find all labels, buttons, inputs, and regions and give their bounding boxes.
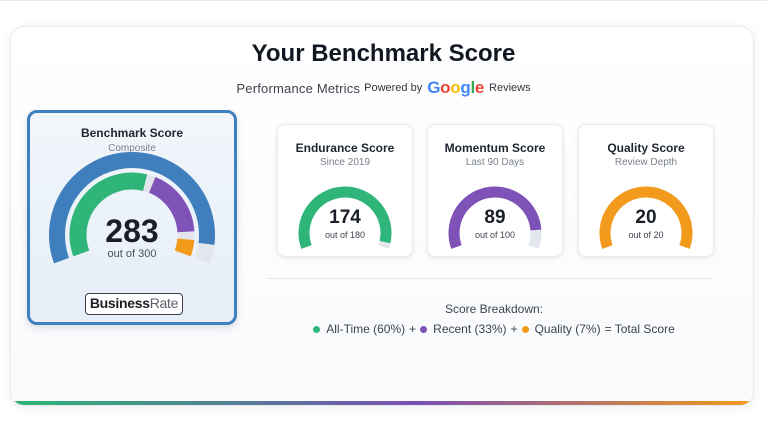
businessrate-logo: BusinessRate [85, 293, 183, 315]
google-letter: e [474, 78, 485, 97]
segment-recent [148, 177, 195, 233]
card-sublabel: Last 90 Days [465, 157, 525, 168]
card-sublabel: Review Depth [614, 157, 678, 168]
recent-dot [420, 325, 428, 333]
card-label: Endurance Score [295, 141, 395, 155]
gradient-accent-bar [11, 401, 753, 405]
google-letter: g [460, 78, 471, 97]
main-score-sublabel: Composite [108, 143, 156, 154]
card-sublabel: Since 2019 [319, 157, 371, 168]
breakdown-title: Score Breakdown: [444, 302, 544, 316]
main-score-value: 283 [105, 213, 159, 249]
gauge-fill [298, 186, 392, 249]
google-letter: o [450, 78, 461, 97]
card-value: 20 [635, 207, 657, 228]
segment-all-time [69, 172, 148, 257]
momentum-gauge [448, 186, 542, 249]
google-logo: Google [427, 78, 484, 98]
main-score-label: Benchmark Score [80, 126, 184, 140]
legend-all-time: All-Time (60%) [326, 322, 406, 336]
segment-quality [174, 238, 195, 257]
subtitle: Performance Metrics Powered by Google Re… [0, 77, 767, 99]
google-letter: l [470, 78, 475, 97]
quality-gauge [599, 186, 693, 249]
main-score-card: Benchmark Score Composite 283 out of 300… [27, 110, 237, 325]
all-time-dot [313, 325, 321, 333]
main-gauge [49, 152, 215, 264]
google-letter: o [440, 78, 451, 97]
card-label: Momentum Score [444, 141, 546, 155]
plus-sign: + [409, 322, 417, 336]
endurance-score-card: Endurance Score Since 2019 174 out of 18… [277, 124, 413, 257]
google-letter: G [427, 78, 441, 97]
card-out-of: out of 100 [474, 230, 516, 240]
momentum-score-card: Momentum Score Last 90 Days 89 out of 10… [427, 124, 563, 257]
card-value: 174 [329, 207, 361, 228]
subtitle-metrics: Performance Metrics [236, 80, 361, 96]
total-score-text: = Total Score [604, 322, 675, 336]
card-value: 89 [484, 207, 506, 228]
card-out-of: out of 20 [628, 230, 664, 240]
card-label: Quality Score [607, 141, 685, 155]
plus-sign: + [510, 322, 518, 336]
outer-ring-fill [49, 152, 215, 264]
breakdown-legend: All-Time (60%) + Recent (33%) + Quality … [266, 320, 722, 338]
gauge-fill [599, 186, 693, 249]
quality-score-card: Quality Score Review Depth 20 out of 20 [578, 124, 714, 257]
powered-by-text: Powered by [364, 82, 423, 94]
top-border [0, 0, 767, 1]
card-out-of: out of 180 [324, 230, 366, 240]
legend-quality: Quality (7%) [534, 322, 601, 336]
main-score-out-of: out of 300 [107, 248, 157, 260]
legend-recent: Recent (33%) [433, 322, 507, 336]
endurance-gauge [298, 186, 392, 249]
reviews-text: Reviews [489, 82, 531, 94]
quality-dot [521, 325, 529, 333]
gauge-fill [448, 186, 542, 249]
page-title: Your Benchmark Score [251, 40, 516, 67]
divider [266, 278, 712, 279]
